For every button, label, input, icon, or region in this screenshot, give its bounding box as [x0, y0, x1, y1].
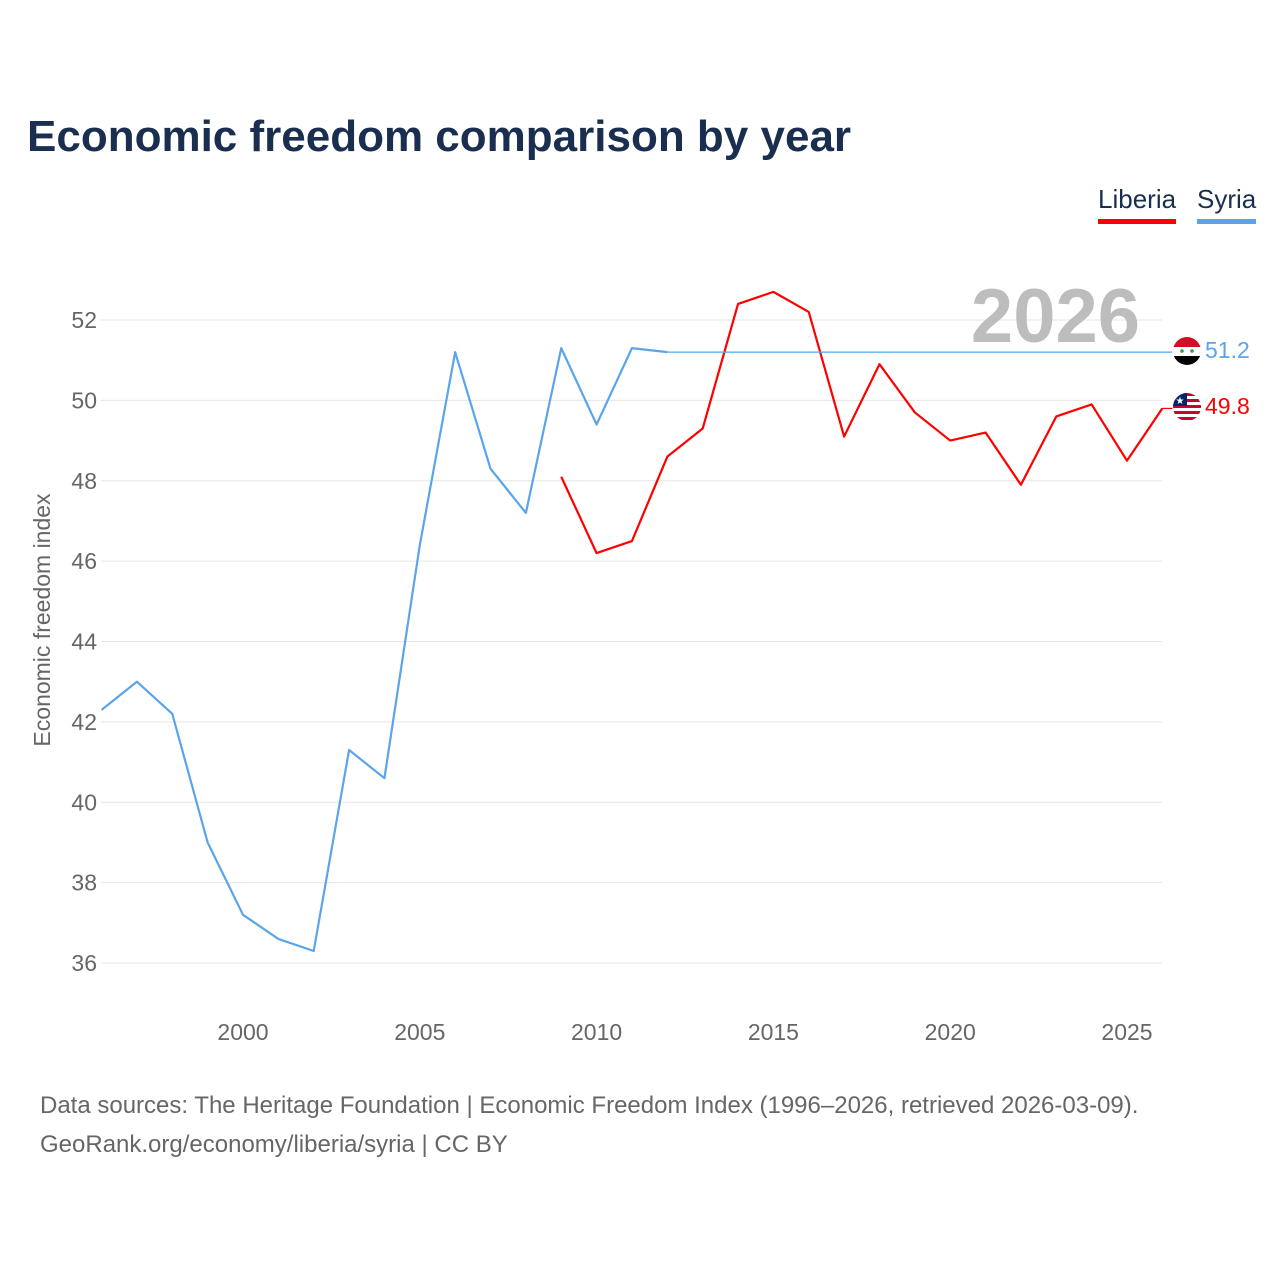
x-tick-label: 2020 [925, 1019, 976, 1045]
liberia-line [560, 290, 1164, 555]
legend-syria[interactable]: Syria [1197, 184, 1257, 224]
y-axis-label: Economic freedom index [29, 493, 55, 747]
y-tick-label: 42 [71, 709, 97, 735]
liberia-last-value: 49.8 [1205, 393, 1250, 419]
line-chart: 36 38 40 42 44 46 48 50 52 2000 2005 2010 2015 2020 20… [29, 274, 1250, 1045]
liberia-flag-icon: ★ [1173, 393, 1201, 421]
y-tick-label: 44 [71, 629, 97, 655]
legend-liberia[interactable]: Liberia [1098, 184, 1177, 224]
footer: Data sources: The Heritage Foundation | … [40, 1086, 1138, 1164]
y-tick-label: 46 [71, 548, 97, 574]
x-tick-label: 2015 [748, 1019, 799, 1045]
footer-attribution[interactable]: GeoRank.org/economy/liberia/syria | CC B… [40, 1131, 508, 1158]
chart-title: Economic freedom comparison by year [27, 112, 852, 161]
y-tick-label: 48 [71, 468, 97, 494]
x-tick-label: 2000 [217, 1019, 268, 1045]
y-tick-label: 38 [71, 870, 97, 896]
y-tick-label: 52 [71, 307, 97, 333]
svg-text:★: ★ [1176, 396, 1185, 407]
x-tick-label: 2010 [571, 1019, 622, 1045]
y-tick-label: 50 [71, 387, 97, 413]
y-tick-label: 36 [71, 950, 97, 976]
x-tick-label: 2025 [1101, 1019, 1152, 1045]
footer-sources: Data sources: The Heritage Foundation | … [40, 1092, 1139, 1119]
syria-last-value: 51.2 [1205, 337, 1250, 363]
x-tick-label: 2005 [394, 1019, 445, 1045]
syria-flag-icon [1173, 337, 1201, 365]
y-tick-label: 40 [71, 789, 97, 815]
syria-line [100, 347, 668, 953]
year-annotation: 2026 [971, 274, 1140, 359]
